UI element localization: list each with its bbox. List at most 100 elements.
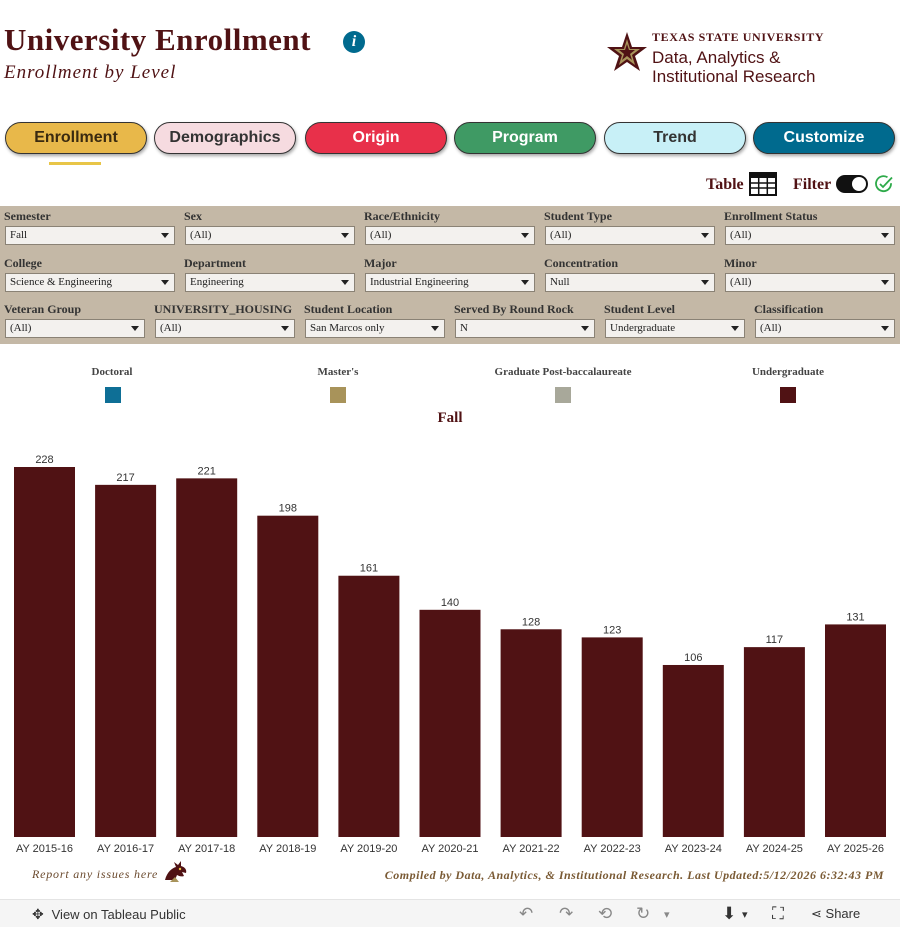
- bar-ay-2025-26[interactable]: [825, 624, 886, 837]
- filter-label-veteran-group: Veteran Group: [4, 302, 82, 316]
- university-logo: TEXAS STATE UNIVERSITY Data, Analytics &…: [605, 28, 845, 88]
- download-menu-icon[interactable]: ▾: [742, 909, 748, 921]
- chevron-down-icon: [581, 326, 589, 331]
- college-value: Science & Engineering: [10, 276, 113, 288]
- view-on-tableau-public-link[interactable]: ✥ View on Tableau Public: [32, 906, 186, 923]
- classification-value: (All): [760, 322, 782, 334]
- toggle-knob: [852, 177, 866, 191]
- x-tick-label: AY 2021-22: [503, 843, 560, 855]
- x-tick-label: AY 2017-18: [178, 843, 235, 855]
- legend-label-graduate-postbacc: Graduate Post-baccalaureate: [494, 366, 632, 378]
- chevron-down-icon: [281, 326, 289, 331]
- bar-ay-2017-18[interactable]: [176, 478, 238, 837]
- bar-ay-2023-24[interactable]: [662, 664, 724, 837]
- tab-program[interactable]: Program: [454, 122, 596, 154]
- chevron-down-icon: [701, 233, 709, 238]
- chart-title: Fall: [437, 410, 463, 426]
- bar-ay-2018-19[interactable]: [257, 515, 319, 837]
- classification-dropdown[interactable]: (All): [755, 319, 895, 338]
- chevron-down-icon: [341, 233, 349, 238]
- data-label: 123: [603, 624, 621, 636]
- tab-origin[interactable]: Origin: [305, 122, 447, 154]
- bar-ay-2019-20[interactable]: [338, 575, 400, 837]
- bar-ay-2020-21[interactable]: [419, 609, 481, 837]
- bar-ay-2024-25[interactable]: [743, 647, 805, 837]
- bar-ay-2022-23[interactable]: [581, 637, 643, 837]
- filter-label-student-type: Student Type: [544, 209, 612, 223]
- refresh-menu-icon[interactable]: ▾: [664, 909, 670, 921]
- redo-icon[interactable]: ↷: [559, 904, 574, 923]
- x-tick-label: AY 2022-23: [584, 843, 641, 855]
- download-icon[interactable]: ⬇: [722, 904, 737, 923]
- refresh-icon[interactable]: ↻: [636, 904, 651, 923]
- page-subtitle: Enrollment by Level: [4, 62, 177, 83]
- served-by-round-rock-dropdown[interactable]: N: [455, 319, 595, 338]
- tab-demographics[interactable]: Demographics: [154, 122, 296, 154]
- legend-swatch-graduate-postbacc[interactable]: [555, 387, 571, 403]
- filter-panel: Semester Fall Sex (All) Race/Ethnicity (…: [0, 206, 900, 344]
- star-icon: [607, 32, 647, 71]
- student-level-dropdown[interactable]: Undergraduate: [605, 319, 745, 338]
- filter-toggle[interactable]: [836, 175, 868, 193]
- logo-university-name: TEXAS STATE UNIVERSITY: [652, 30, 825, 44]
- department-dropdown[interactable]: Engineering: [185, 273, 355, 292]
- x-tick-label: AY 2019-20: [340, 843, 397, 855]
- semester-dropdown[interactable]: Fall: [5, 226, 175, 245]
- concentration-value: Null: [550, 276, 570, 288]
- concentration-dropdown[interactable]: Null: [545, 273, 715, 292]
- undo-icon[interactable]: ↶: [519, 904, 534, 923]
- bar-ay-2021-22[interactable]: [500, 629, 562, 837]
- info-icon[interactable]: i: [343, 31, 365, 53]
- legend-label-undergraduate: Undergraduate: [751, 366, 825, 378]
- tab-customize[interactable]: Customize: [753, 122, 895, 154]
- bobcat-icon: [165, 861, 187, 882]
- enrollment-status-dropdown[interactable]: (All): [725, 226, 895, 245]
- data-label: 128: [522, 616, 540, 628]
- data-label: 140: [441, 597, 459, 609]
- student-location-dropdown[interactable]: San Marcos only: [305, 319, 445, 338]
- student-type-dropdown[interactable]: (All): [545, 226, 715, 245]
- legend-swatch-undergraduate[interactable]: [780, 387, 796, 403]
- x-tick-label: AY 2018-19: [259, 843, 316, 855]
- bar-ay-2015-16[interactable]: [14, 467, 75, 837]
- major-dropdown[interactable]: Industrial Engineering: [365, 273, 535, 292]
- major-value: Industrial Engineering: [370, 276, 469, 288]
- share-button[interactable]: ⋖ Share: [811, 906, 860, 922]
- data-label: 217: [116, 472, 134, 484]
- fullscreen-icon[interactable]: ⛶: [772, 904, 784, 923]
- chevron-down-icon: [521, 280, 529, 285]
- sex-dropdown[interactable]: (All): [185, 226, 355, 245]
- data-label: 131: [846, 611, 864, 623]
- check-circle-icon: [875, 175, 893, 192]
- table-icon[interactable]: [749, 172, 777, 196]
- share-icon: ⋖: [811, 906, 822, 921]
- page-title: University Enrollment: [4, 22, 311, 57]
- x-tick-label: AY 2023-24: [665, 843, 722, 855]
- race-dropdown[interactable]: (All): [365, 226, 535, 245]
- report-issues-link[interactable]: Report any issues here: [32, 867, 159, 881]
- legend-swatch-doctoral[interactable]: [105, 387, 121, 403]
- veteran-group-dropdown[interactable]: (All): [5, 319, 145, 338]
- tab-trend[interactable]: Trend: [604, 122, 746, 154]
- compiled-by-note: Compiled by Data, Analytics, & Instituti…: [384, 868, 884, 882]
- sex-value: (All): [190, 229, 212, 241]
- student-type-value: (All): [550, 229, 572, 241]
- chevron-down-icon: [521, 233, 529, 238]
- legend-swatch-masters[interactable]: [330, 387, 346, 403]
- legend-label-masters: Master's: [317, 366, 359, 378]
- logo-line-2: Institutional Research: [652, 67, 816, 86]
- filter-label-enrollment-status: Enrollment Status: [724, 209, 818, 223]
- university-housing-dropdown[interactable]: (All): [155, 319, 295, 338]
- bar-ay-2016-17[interactable]: [95, 484, 157, 837]
- minor-dropdown[interactable]: (All): [725, 273, 895, 292]
- revert-icon[interactable]: ⟲: [598, 904, 613, 923]
- chevron-down-icon: [881, 326, 889, 331]
- data-label: 198: [279, 503, 297, 515]
- filter-label-major: Major: [364, 256, 397, 270]
- served-by-round-rock-value: N: [460, 322, 468, 334]
- chevron-down-icon: [881, 233, 889, 238]
- filter-label-served-by-round-rock: Served By Round Rock: [454, 302, 574, 316]
- tab-enrollment[interactable]: Enrollment: [5, 122, 147, 154]
- active-tab-indicator: [49, 162, 101, 165]
- college-dropdown[interactable]: Science & Engineering: [5, 273, 175, 292]
